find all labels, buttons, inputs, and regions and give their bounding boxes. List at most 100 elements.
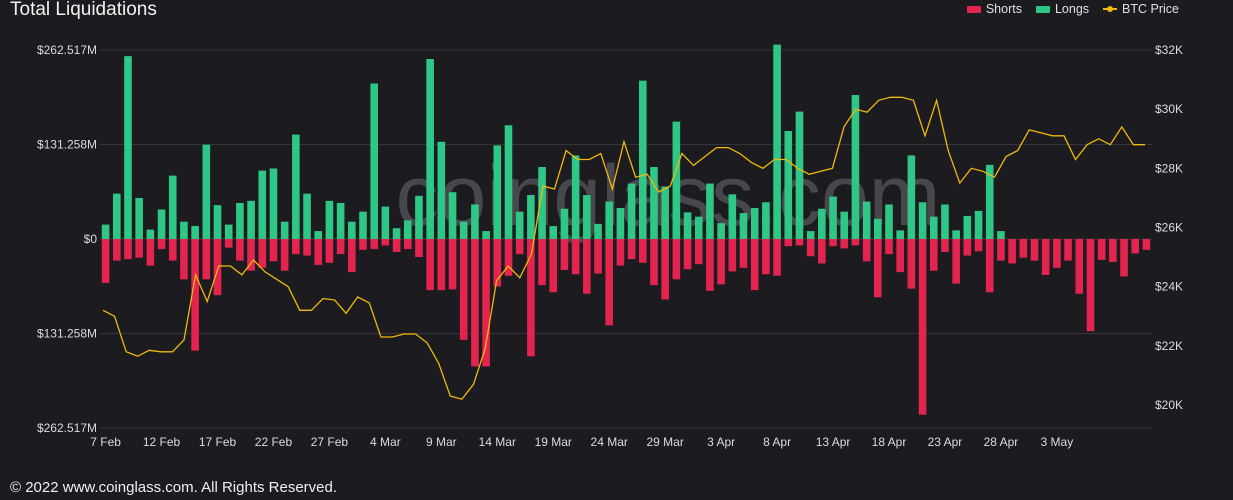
long-bar (739, 213, 748, 239)
short-bar (370, 239, 378, 250)
long-bar (929, 216, 938, 239)
y-right-tick-label: $32K (1155, 43, 1183, 57)
long-bar (303, 193, 311, 239)
short-bar (168, 239, 177, 261)
short-bar (549, 239, 558, 293)
short-bar (974, 239, 983, 252)
y-left-tick-label: $131.258M (37, 327, 97, 341)
short-bar (829, 239, 837, 247)
long-bar (280, 221, 289, 239)
bars (101, 44, 1151, 415)
short-bar (415, 239, 423, 257)
long-bar (415, 195, 423, 239)
long-bar (661, 186, 669, 239)
short-bar (146, 239, 155, 266)
short-bar (191, 239, 199, 351)
long-bar (627, 183, 636, 239)
long-bar (493, 145, 502, 239)
long-bar (236, 203, 244, 239)
longs-swatch-icon (1035, 5, 1050, 13)
long-bar (168, 175, 177, 239)
short-bar (1053, 239, 1061, 268)
y-right-tick-label: $30K (1155, 102, 1183, 116)
short-bar (392, 239, 401, 252)
x-tick-label: 3 Apr (707, 435, 735, 449)
y-right-tick-label: $24K (1155, 280, 1183, 294)
short-bar (605, 239, 614, 326)
long-bar (605, 201, 614, 239)
long-bar (896, 230, 904, 239)
short-bar (616, 239, 625, 266)
btc-price-line-icon (1103, 6, 1118, 12)
long-bar (549, 226, 558, 239)
short-bar (482, 239, 490, 367)
short-bar (795, 239, 804, 246)
long-bar (862, 201, 871, 239)
short-bar (1120, 239, 1128, 277)
x-tick-label: 24 Mar (591, 435, 628, 449)
legend-item-longs[interactable]: Longs (1035, 2, 1089, 16)
short-bar (1131, 239, 1140, 254)
long-bar (471, 204, 479, 239)
short-bar (672, 239, 681, 280)
long-bar (672, 121, 681, 239)
long-bar (348, 221, 356, 239)
long-bar (101, 224, 110, 239)
short-bar (896, 239, 904, 273)
short-bar (806, 239, 815, 257)
long-bar (638, 80, 647, 239)
long-bar (157, 209, 166, 239)
short-bar (997, 239, 1005, 261)
long-bar (515, 211, 524, 239)
short-bar (627, 239, 636, 260)
legend-item-shorts[interactable]: Shorts (966, 2, 1022, 16)
long-bar (583, 195, 591, 239)
short-bar (1097, 239, 1106, 260)
short-bar (1041, 239, 1050, 275)
short-bar (874, 239, 882, 298)
long-bar (314, 231, 323, 239)
long-bar (594, 223, 602, 239)
legend: Shorts Longs BTC Price (966, 2, 1179, 16)
short-bar (112, 239, 121, 261)
legend-item-btc-price[interactable]: BTC Price (1103, 2, 1179, 16)
short-bar (963, 239, 972, 256)
short-bar (560, 239, 569, 270)
short-bar (650, 239, 658, 286)
short-bar (157, 239, 166, 250)
long-bar (482, 231, 490, 239)
axes: $262.517M $131.258M $0 $131.258M $262.517M $3… (37, 43, 1183, 449)
x-tick-label: 17 Feb (199, 435, 237, 449)
short-bar (269, 239, 278, 262)
long-bar (448, 192, 457, 239)
short-bar (706, 239, 714, 291)
long-bar (974, 210, 983, 239)
long-bar (527, 195, 535, 239)
long-bar (918, 202, 927, 239)
long-bar (392, 228, 401, 239)
legend-label-btc-price: BTC Price (1122, 2, 1179, 16)
chart-title: Total Liquidations (10, 0, 157, 20)
x-tick-label: 18 Apr (872, 435, 907, 449)
short-bar (717, 239, 725, 285)
short-bar (694, 239, 703, 265)
short-bar (638, 239, 647, 263)
long-bar (952, 230, 960, 239)
short-bar (471, 239, 479, 367)
long-bar (135, 197, 143, 239)
y-left-tick-label: $0 (84, 232, 98, 246)
long-bar (997, 231, 1005, 239)
long-bar (885, 204, 893, 239)
long-bar (504, 125, 513, 239)
short-bar (459, 239, 468, 340)
x-tick-label: 19 Mar (535, 435, 572, 449)
long-bar (336, 203, 345, 239)
short-bar (661, 239, 669, 300)
short-bar (202, 239, 211, 280)
short-bar (247, 239, 255, 271)
long-bar (403, 220, 412, 239)
long-bar (773, 44, 781, 240)
short-bar (504, 239, 513, 276)
shorts-swatch-icon (966, 5, 981, 13)
short-bar (538, 239, 546, 286)
